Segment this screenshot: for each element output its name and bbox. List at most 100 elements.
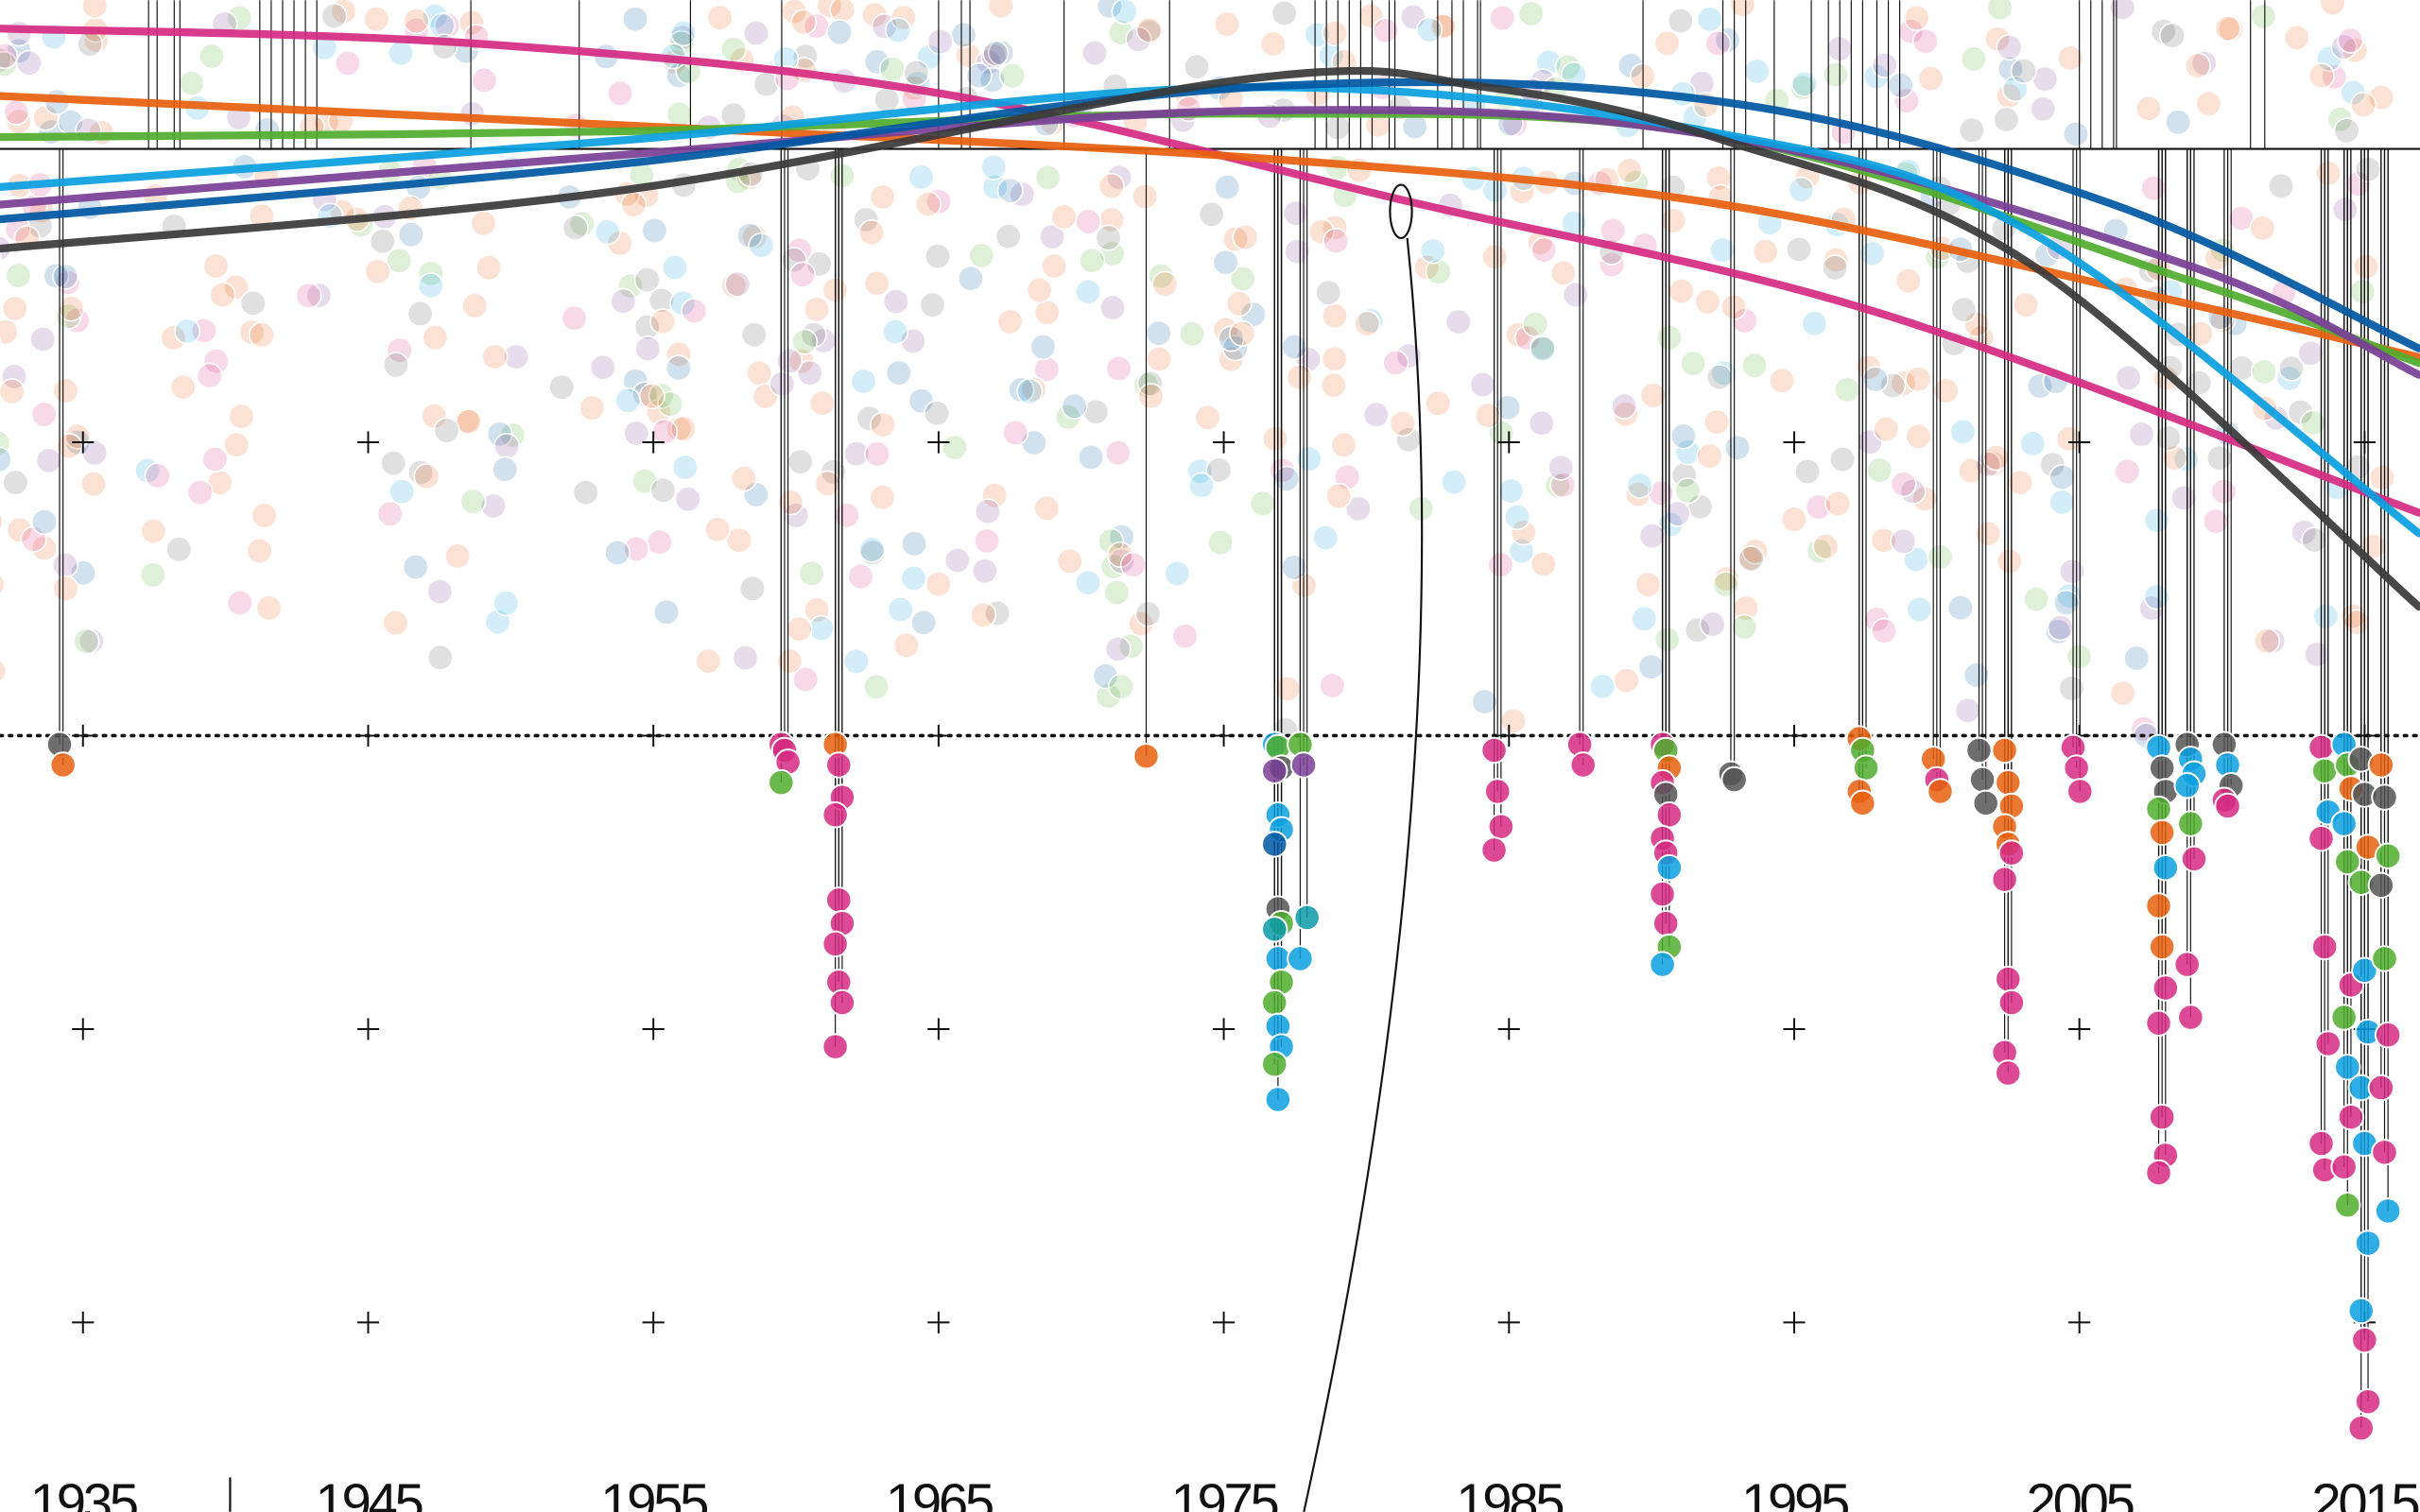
data-point-magenta [825, 751, 853, 779]
background-point [2140, 175, 2168, 202]
background-point [1132, 182, 1159, 210]
background-point [239, 289, 267, 317]
background-point [334, 49, 362, 77]
background-point [724, 270, 752, 298]
background-point [139, 561, 166, 589]
background-point [29, 325, 57, 353]
background-point [1903, 4, 1930, 32]
x-tick-label: 1955 [600, 1473, 707, 1512]
cross-marker [356, 1018, 380, 1040]
background-point [623, 420, 650, 447]
background-point [1, 295, 28, 322]
data-point-lightblue [2152, 853, 2180, 882]
data-point-magenta [2371, 1139, 2398, 1166]
background-point [925, 188, 953, 215]
background-point [388, 40, 415, 67]
data-point-magenta [2374, 1021, 2402, 1049]
background-point [783, 502, 810, 529]
cross-marker [72, 1311, 95, 1334]
background-point [661, 253, 689, 282]
background-point [2331, 196, 2359, 223]
data-point-magenta [2351, 1326, 2378, 1354]
background-point [1834, 376, 1861, 404]
background-point [1187, 472, 1216, 499]
background-point [1134, 600, 1162, 627]
background-point [914, 191, 942, 218]
data-point-orange [49, 751, 77, 779]
background-point [433, 417, 460, 444]
data-point-lightblue [1655, 853, 1684, 882]
cross-marker [642, 1018, 665, 1040]
data-point-magenta [1651, 909, 1680, 937]
x-tick-label: 1965 [886, 1473, 993, 1512]
background-point [1732, 594, 1760, 622]
background-point [878, 56, 907, 83]
background-point [2057, 44, 2084, 72]
background-point [1639, 382, 1667, 409]
background-point [0, 574, 6, 595]
background-point [652, 598, 681, 626]
background-point [1261, 425, 1288, 453]
data-point-lightblue [1649, 951, 1676, 978]
background-point [926, 27, 954, 56]
background-point [1495, 394, 1522, 421]
trend-curve-darkblue [0, 77, 2420, 352]
trend-curve-magenta [0, 25, 2420, 517]
background-point [226, 589, 253, 617]
background-point [873, 86, 901, 113]
background-point [422, 324, 449, 352]
data-point-green [2334, 848, 2361, 876]
background-point [786, 615, 813, 643]
background-point [943, 546, 971, 575]
background-point [1321, 302, 1349, 330]
background-point [665, 340, 693, 368]
background-point [1372, 17, 1399, 44]
cross-marker [356, 431, 380, 454]
data-point-magenta [1480, 836, 1508, 864]
background-point [890, 4, 917, 31]
background-point [1894, 267, 1922, 295]
background-point [2143, 583, 2170, 610]
background-point [2259, 627, 2287, 655]
background-point [2277, 354, 2306, 382]
background-point [1312, 524, 1340, 552]
background-point [1824, 490, 1852, 517]
data-point-magenta [2152, 974, 2180, 1002]
background-point [1107, 673, 1135, 700]
data-point-green [2310, 757, 2339, 784]
data-point-magenta [2177, 1004, 2204, 1031]
background-point [2158, 22, 2187, 49]
background-point [2012, 291, 2040, 318]
cross-marker [1212, 431, 1236, 454]
background-point [1315, 279, 1342, 306]
background-point [1321, 345, 1348, 372]
background-point [52, 377, 79, 404]
background-point [1082, 398, 1110, 425]
background-point [863, 269, 890, 297]
data-point-lightblue [1264, 1086, 1292, 1113]
trend-curves [0, 25, 2420, 611]
background-point [1075, 208, 1102, 235]
background-point [1135, 16, 1163, 43]
background-point [186, 479, 214, 507]
data-point-teal [1261, 916, 1288, 943]
background-point [1061, 392, 1088, 420]
background-point [1425, 258, 1452, 285]
background-point [1259, 30, 1287, 58]
background-point [1957, 457, 1985, 485]
background-point [1232, 223, 1259, 251]
background-point [1610, 392, 1638, 420]
background-point [5, 262, 32, 289]
background-point [1905, 422, 1932, 450]
x-axis-labels: 1935 1945 1955 1965 1975 1985 1995 2005 2015 [30, 1473, 2420, 1512]
cross-marker [642, 431, 665, 454]
background-point [364, 258, 391, 285]
background-point [2135, 94, 2163, 122]
background-point [1145, 319, 1172, 347]
data-point-magenta [1995, 1059, 2022, 1087]
data-point-magenta [2063, 754, 2090, 782]
background-point [594, 218, 621, 246]
background-point [1111, 0, 1138, 26]
background-point [666, 100, 693, 129]
background-point [738, 575, 766, 602]
